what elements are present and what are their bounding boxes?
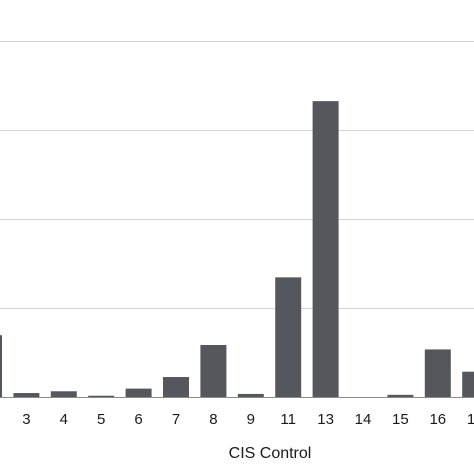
- x-axis-title: CIS Control: [229, 445, 312, 462]
- bar-3: [13, 393, 40, 398]
- x-tick-label-15: 15: [392, 411, 409, 428]
- x-tick-label-14: 14: [355, 411, 372, 428]
- bar-7: [163, 377, 189, 398]
- bar-9: [237, 393, 264, 398]
- bar-8: [200, 344, 227, 398]
- x-tick-label-11: 11: [280, 411, 296, 428]
- x-tick-label-4: 4: [60, 411, 68, 428]
- x-tick-label-7: 7: [172, 411, 180, 428]
- bar-15: [387, 394, 414, 398]
- bar-6: [125, 388, 152, 398]
- x-tick-labels: 23456789111314151617: [22, 411, 474, 428]
- x-tick-label-13: 13: [317, 411, 334, 428]
- bars: [0, 101, 474, 398]
- x-tick-label-16: 16: [429, 411, 446, 428]
- bar-11: [275, 277, 302, 398]
- bar-5: [88, 395, 115, 398]
- x-tick-label-5: 5: [97, 411, 105, 428]
- bar-4: [50, 391, 77, 398]
- x-tick-label-3: 3: [22, 411, 30, 428]
- bar-17: [462, 371, 474, 398]
- x-tick-label-8: 8: [209, 411, 217, 428]
- bar-16: [424, 349, 451, 398]
- x-tick-label-17: 17: [467, 411, 474, 428]
- bar-13: [312, 101, 339, 398]
- x-tick-label-6: 6: [134, 411, 142, 428]
- gridlines: [0, 41, 474, 309]
- bar-2: [0, 335, 2, 398]
- x-tick-label-9: 9: [247, 411, 255, 428]
